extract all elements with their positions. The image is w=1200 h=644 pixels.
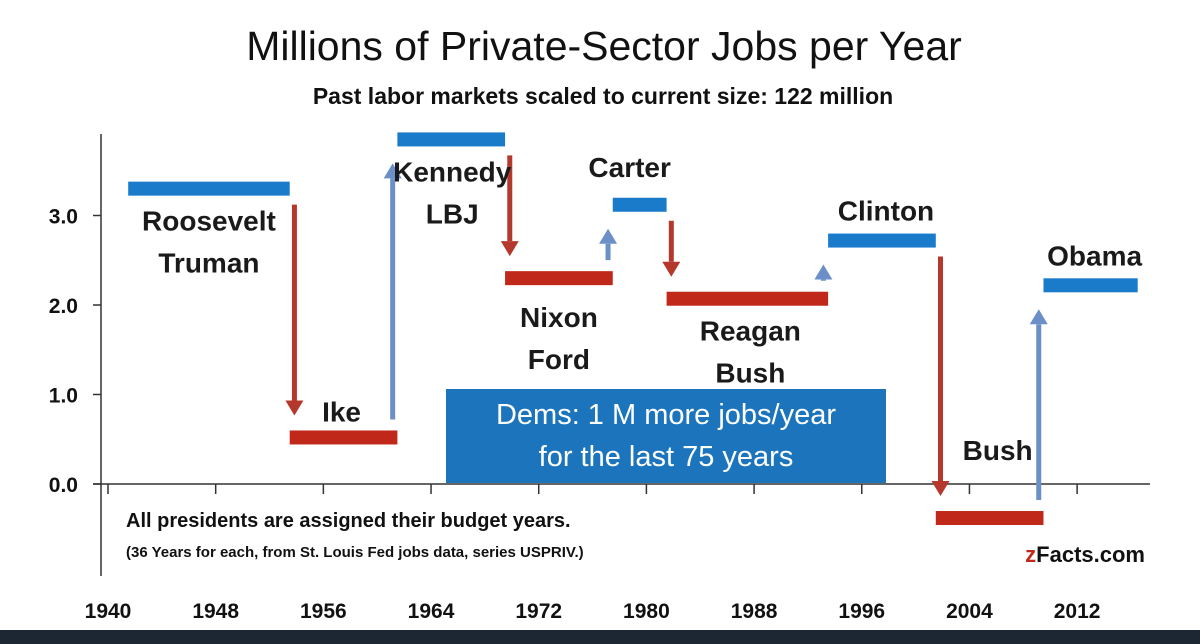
arrow-head bbox=[383, 163, 402, 179]
bar-clinton bbox=[828, 233, 936, 248]
transition-arrow-up bbox=[814, 264, 833, 281]
bar-label: Truman bbox=[158, 248, 259, 279]
y-tick-group: 0.0 1.0 2.0 3.0 bbox=[49, 206, 101, 497]
y-tick-label: 0.0 bbox=[49, 474, 78, 497]
source-credit-rest: Facts.com bbox=[1036, 542, 1145, 567]
arrow-head bbox=[500, 241, 519, 257]
arrow-head bbox=[814, 264, 833, 280]
bar-label: Kennedy bbox=[393, 156, 512, 187]
x-tick-label: 2004 bbox=[946, 600, 993, 623]
source-credit: zFacts.com bbox=[1025, 542, 1145, 567]
callout-box-rect bbox=[446, 389, 886, 483]
annotation-note: All presidents are assigned their budget… bbox=[126, 510, 571, 532]
x-tick-label: 1948 bbox=[192, 600, 239, 623]
arrow-head bbox=[1029, 309, 1048, 325]
transition-arrow-down bbox=[931, 256, 950, 497]
callout-line-2: for the last 75 years bbox=[539, 441, 794, 473]
bar-label: Reagan bbox=[700, 316, 801, 347]
bar-ike bbox=[289, 430, 398, 445]
y-tick-label: 1.0 bbox=[49, 385, 78, 408]
bar-label-group: Roosevelt Truman Ike Kennedy LBJ Nixon Ford Car… bbox=[142, 152, 1142, 466]
bar-roosevelt-truman bbox=[128, 181, 290, 196]
x-tick-label: 1988 bbox=[731, 600, 778, 623]
transition-arrow-up bbox=[383, 163, 402, 420]
bar-label: Clinton bbox=[838, 196, 934, 227]
bar-label: Nixon bbox=[520, 302, 598, 333]
bar-bush bbox=[935, 511, 1044, 526]
bar-label: Bush bbox=[715, 358, 785, 389]
arrow-group bbox=[285, 155, 1048, 501]
bar-label: Roosevelt bbox=[142, 206, 276, 237]
x-tick-label: 1956 bbox=[300, 600, 347, 623]
bar-label: LBJ bbox=[426, 198, 479, 229]
source-credit-prefix: z bbox=[1025, 542, 1036, 567]
y-tick-label: 2.0 bbox=[49, 295, 78, 318]
bar-carter bbox=[612, 197, 667, 212]
bar-kennedy-lbj bbox=[397, 132, 506, 147]
x-tick-group: 1940 1948 1956 1964 1972 1980 1988 1996 2004 2012 bbox=[85, 484, 1101, 623]
x-tick-label: 1940 bbox=[85, 600, 132, 623]
bar-label: Obama bbox=[1047, 240, 1142, 271]
annotation-subnote: (36 Years for each, from St. Louis Fed j… bbox=[126, 544, 584, 561]
arrow-head bbox=[285, 400, 304, 416]
x-tick-label: 1996 bbox=[838, 600, 885, 623]
x-tick-label: 2012 bbox=[1054, 600, 1101, 623]
x-tick-label: 1964 bbox=[408, 600, 455, 623]
transition-arrow-down bbox=[662, 220, 681, 277]
bar-label: Carter bbox=[588, 152, 671, 183]
bar-nixon-ford bbox=[505, 271, 613, 286]
bar-label: Bush bbox=[963, 435, 1033, 466]
transition-arrow-down bbox=[500, 155, 519, 257]
x-tick-label: 1980 bbox=[623, 600, 670, 623]
arrow-head bbox=[662, 261, 681, 277]
chart-title: Millions of Private-Sector Jobs per Year bbox=[246, 23, 962, 69]
chart-svg: Millions of Private-Sector Jobs per Year… bbox=[49, 23, 1150, 623]
bar-reagan-bush bbox=[666, 291, 829, 306]
y-tick-label: 3.0 bbox=[49, 206, 78, 229]
arrow-head bbox=[931, 481, 950, 497]
callout-box: Dems: 1 M more jobs/year for the last 75… bbox=[446, 389, 886, 483]
transition-arrow-down bbox=[285, 204, 304, 416]
bar-group bbox=[128, 132, 1138, 526]
transition-arrow-up bbox=[599, 228, 618, 261]
bottom-band bbox=[0, 630, 1200, 644]
bar-label: Ike bbox=[322, 396, 361, 427]
bar-label: Ford bbox=[528, 344, 590, 375]
arrow-head bbox=[599, 228, 618, 244]
x-tick-label: 1972 bbox=[515, 600, 562, 623]
bar-obama bbox=[1043, 278, 1138, 293]
callout-line-1: Dems: 1 M more jobs/year bbox=[496, 399, 836, 431]
transition-arrow-up bbox=[1029, 309, 1048, 501]
chart-subtitle: Past labor markets scaled to current siz… bbox=[313, 83, 893, 109]
